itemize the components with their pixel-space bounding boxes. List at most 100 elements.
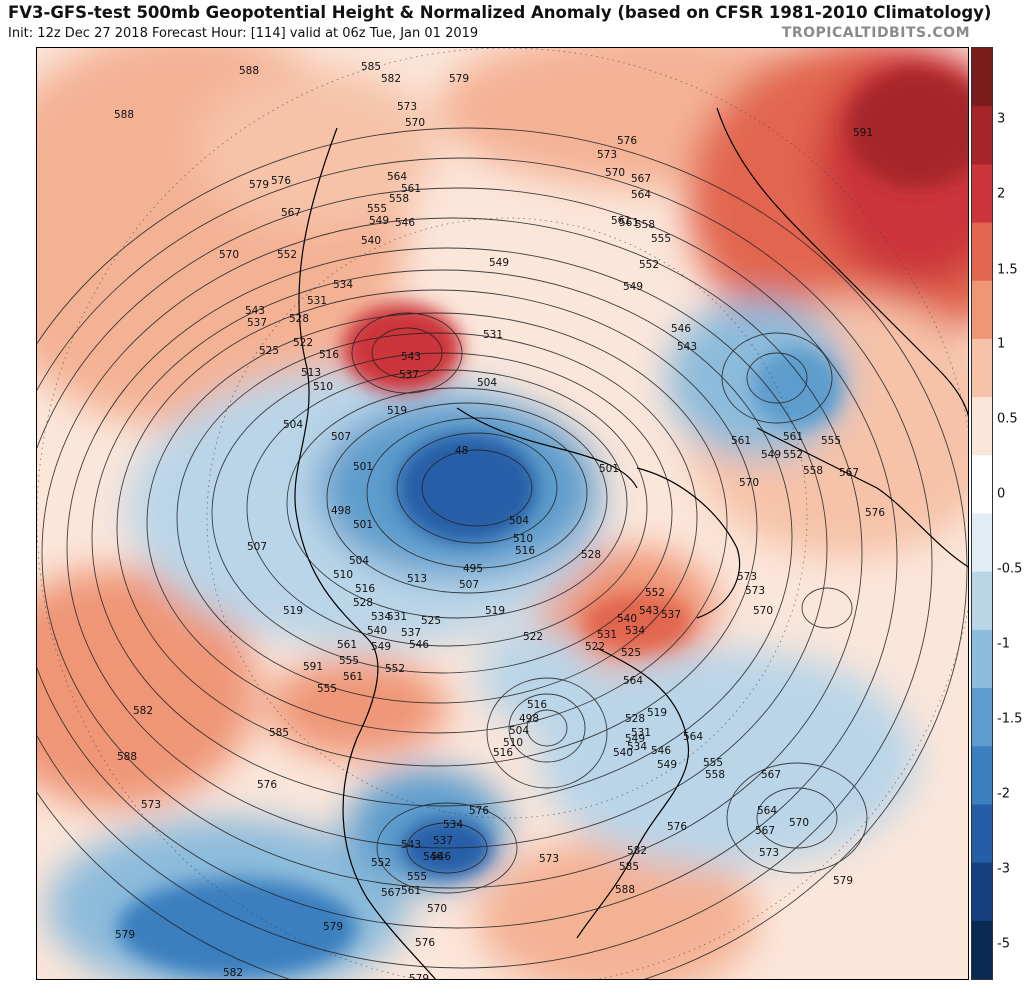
contour-label: 531	[387, 611, 407, 623]
contour-label: 534	[625, 625, 645, 637]
colorbar-swatch	[972, 397, 992, 456]
contour-label: 555	[367, 203, 387, 215]
contour-label: 576	[617, 135, 637, 147]
contour-label: 576	[469, 805, 489, 817]
colorbar-swatch	[972, 571, 992, 631]
contour-label: 546	[423, 851, 443, 863]
contour-label: 504	[349, 555, 369, 567]
colorbar-label: 3	[997, 111, 1006, 127]
contour-label: 576	[257, 779, 277, 791]
colorbar-swatch	[972, 629, 992, 689]
contour-label: 555	[703, 757, 723, 769]
contour-label: 48	[455, 445, 468, 457]
contour-label: 522	[293, 337, 313, 349]
contour-label: 564	[683, 731, 703, 743]
colorbar-label: 2	[997, 186, 1006, 202]
contour-label: 558	[803, 465, 823, 477]
contour-label: 519	[387, 405, 407, 417]
colorbar-swatch	[972, 222, 992, 282]
contour-label: 567	[761, 769, 781, 781]
contour-label: 555	[407, 871, 427, 883]
contour-label: 573	[759, 847, 779, 859]
contour-label: 528	[353, 597, 373, 609]
contour-label: 567	[755, 825, 775, 837]
contour-label: 534	[371, 611, 391, 623]
contour-labels: 588 588 585 582 579 573 570 576 573 570 …	[114, 61, 885, 979]
contour-label: 570	[789, 817, 809, 829]
contour-label: 567	[281, 207, 301, 219]
contour-label: 516	[319, 349, 339, 361]
contour-label: 543	[245, 305, 265, 317]
contour-label: 576	[271, 175, 291, 187]
contour-label: 561	[783, 431, 803, 443]
contour-label: 549	[371, 641, 391, 653]
contour-label: 552	[277, 249, 297, 261]
contour-label: 540	[367, 625, 387, 637]
colorbar-swatch	[972, 455, 992, 514]
colorbar-svg	[972, 48, 992, 980]
height-contours	[37, 127, 968, 979]
contour-label: 582	[381, 73, 401, 85]
contour-label: 549	[489, 257, 509, 269]
contour-label: 504	[477, 377, 497, 389]
contour-label: 531	[483, 329, 503, 341]
contour-label: 552	[385, 663, 405, 675]
anomaly-map: 588 588 585 582 579 573 570 576 573 570 …	[36, 47, 969, 980]
contour-label: 519	[485, 605, 505, 617]
contour-label: 546	[651, 745, 671, 757]
colorbar-label: -2	[997, 786, 1010, 802]
contour-label: 579	[833, 875, 853, 887]
contour-label: 531	[307, 295, 327, 307]
contour-label: 507	[331, 431, 351, 443]
contour-label: 570	[739, 477, 759, 489]
contour-label: 540	[361, 235, 381, 247]
contour-label: 522	[523, 631, 543, 643]
contour-label: 525	[259, 345, 279, 357]
contour-label: 543	[677, 341, 697, 353]
contour-label: 534	[333, 279, 353, 291]
contour-label: 543	[401, 351, 421, 363]
contour-label: 522	[585, 641, 605, 653]
contour-label: 567	[631, 173, 651, 185]
colorbar-label: -0.5	[997, 561, 1023, 577]
contour-label: 534	[443, 819, 463, 831]
colorbar-label: 1	[997, 336, 1006, 352]
colorbar-swatch	[972, 862, 992, 922]
contour-label: 540	[613, 747, 633, 759]
contour-label: 582	[627, 845, 647, 857]
contour-label: 558	[705, 769, 725, 781]
contour-label: 528	[625, 713, 645, 725]
contour-label: 537	[433, 835, 453, 847]
contour-label: 588	[114, 109, 134, 121]
contour-label: 507	[459, 579, 479, 591]
contour-label: 585	[619, 861, 639, 873]
contour-label: 504	[509, 725, 529, 737]
contour-label: 501	[353, 461, 373, 473]
contour-label: 537	[401, 627, 421, 639]
contour-label: 564	[387, 171, 407, 183]
contour-label: 564	[757, 805, 777, 817]
contour-label: 555	[317, 683, 337, 695]
latitude-lines	[37, 48, 968, 979]
colorbar-label: -1	[997, 636, 1010, 652]
contour-label: 558	[635, 219, 655, 231]
contour-label: 537	[661, 609, 681, 621]
colorbar-swatch	[972, 513, 992, 573]
contour-label: 576	[865, 507, 885, 519]
colorbar-label: -5	[997, 936, 1010, 952]
contour-label: 555	[339, 655, 359, 667]
contour-label: 585	[361, 61, 381, 73]
contour-label: 561	[343, 671, 363, 683]
colorbar-swatch	[972, 338, 992, 398]
contour-label: 570	[219, 249, 239, 261]
contour-label: 564	[623, 675, 643, 687]
contour-label: 498	[519, 713, 539, 725]
contour-label: 552	[639, 259, 659, 271]
contour-label: 567	[381, 887, 401, 899]
colorbar-label: 0	[997, 486, 1006, 502]
contour-label: 579	[115, 929, 135, 941]
contour-label: 591	[853, 127, 873, 139]
contour-label: 540	[617, 613, 637, 625]
contour-label: 561	[619, 217, 639, 229]
contour-label: 582	[223, 967, 243, 979]
